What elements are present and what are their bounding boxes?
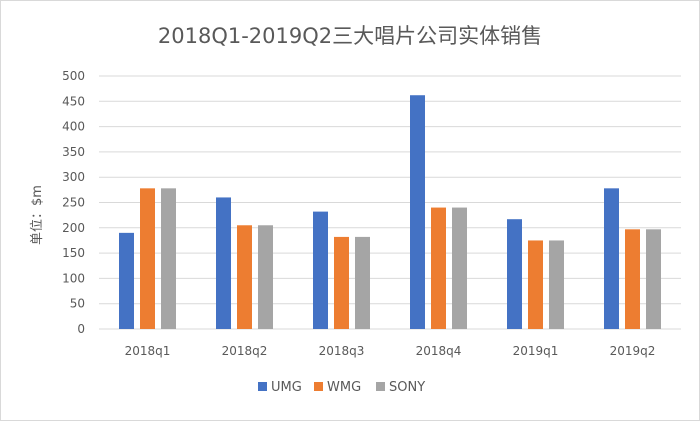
- legend-label: WMG: [327, 380, 361, 395]
- bar-wmg-2018q3: [334, 236, 349, 329]
- y-tick-label: 0: [77, 322, 85, 336]
- x-tick-label: 2019q2: [610, 344, 656, 358]
- y-tick-label: 450: [62, 94, 85, 108]
- y-tick-label: 500: [62, 69, 85, 83]
- bar-sony-2018q3: [355, 236, 370, 329]
- legend-swatch: [376, 382, 385, 391]
- legend-item-sony: SONY: [376, 380, 425, 395]
- bar-wmg-2019q1: [528, 240, 543, 329]
- bar-sony-2019q1: [549, 240, 564, 329]
- y-axis-label: 单位：$m: [30, 185, 45, 245]
- y-tick-label: 200: [62, 221, 85, 235]
- y-tick-label: 50: [70, 297, 85, 311]
- x-tick-label: 2018q2: [222, 344, 268, 358]
- bar-wmg-2018q4: [431, 207, 446, 329]
- y-tick-label: 400: [62, 120, 85, 134]
- y-axis-ticks: 0 50 100 150 200 250 300 350 400 450 500: [62, 69, 85, 336]
- y-tick-label: 350: [62, 145, 85, 159]
- bar-umg-2018q1: [119, 232, 134, 329]
- chart-title: 2018Q1-2019Q2三大唱片公司实体销售: [158, 24, 542, 48]
- legend-label: UMG: [271, 380, 302, 395]
- bar-wmg-2018q2: [237, 225, 252, 329]
- bar-umg-2019q1: [507, 219, 522, 329]
- bars: [119, 95, 661, 329]
- legend-label: SONY: [389, 380, 425, 395]
- bar-umg-2019q2: [604, 188, 619, 329]
- legend-swatch: [258, 382, 267, 391]
- x-axis-ticks: 2018q1 2018q2 2018q3 2018q4 2019q1 2019q2: [125, 344, 656, 358]
- bar-wmg-2018q1: [140, 188, 155, 329]
- gridlines: [99, 75, 681, 330]
- y-tick-label: 300: [62, 170, 85, 184]
- bar-umg-2018q2: [216, 197, 231, 329]
- x-tick-label: 2019q1: [513, 344, 559, 358]
- bar-sony-2018q4: [452, 207, 467, 329]
- y-tick-label: 100: [62, 271, 85, 285]
- legend-swatch: [314, 382, 323, 391]
- y-tick-label: 250: [62, 196, 85, 210]
- bar-wmg-2019q2: [625, 229, 640, 329]
- x-tick-label: 2018q1: [125, 344, 171, 358]
- bar-sony-2019q2: [646, 229, 661, 329]
- legend: UMG WMG SONY: [258, 380, 425, 395]
- bar-umg-2018q4: [410, 95, 425, 329]
- legend-item-wmg: WMG: [314, 380, 361, 395]
- bar-umg-2018q3: [313, 211, 328, 329]
- legend-item-umg: UMG: [258, 380, 302, 395]
- bar-sony-2018q1: [161, 188, 176, 329]
- y-tick-label: 150: [62, 246, 85, 260]
- bar-sony-2018q2: [258, 225, 273, 329]
- x-tick-label: 2018q3: [319, 344, 365, 358]
- x-tick-label: 2018q4: [416, 344, 462, 358]
